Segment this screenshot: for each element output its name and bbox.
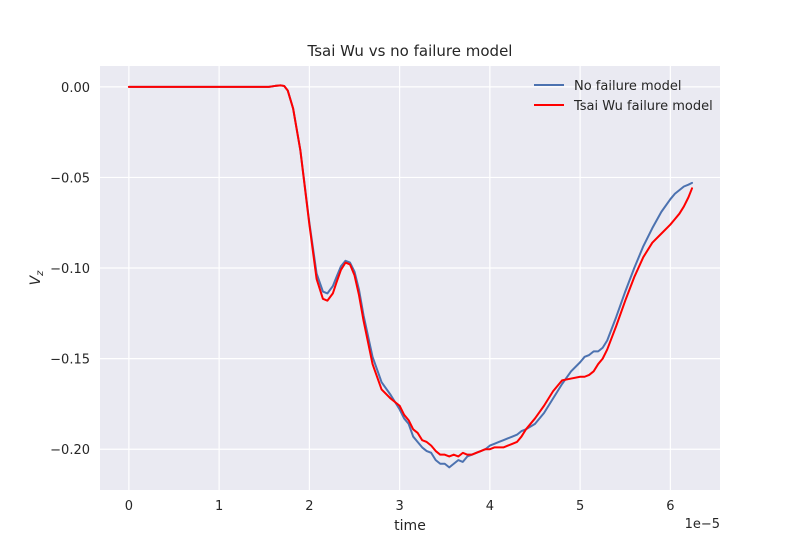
y-axis-label-subscript: z [35,270,46,277]
legend: No failure model Tsai Wu failure model [534,79,713,114]
y-axis-label: Vz [28,270,46,286]
series-line-tsai-wu [127,84,694,458]
y-tick-label: −0.05 [50,171,90,186]
series-layer [127,84,694,469]
x-tick-label: 3 [395,499,403,514]
y-tick-label: −0.20 [50,443,90,458]
plot-area [100,66,720,490]
x-axis-offset-label: 1e−5 [685,517,720,532]
x-tick-label: 6 [666,499,674,514]
x-tick-label: 1 [215,499,223,514]
x-axis-label: time [394,518,426,534]
legend-entry-label: No failure model [574,79,682,94]
x-tick-label: 5 [576,499,584,514]
y-tick-label: 0.00 [61,81,90,96]
x-tick-label: 0 [125,499,133,514]
tick-labels: 0 1 2 3 4 5 6 0.00 −0.05 −0.10 −0.15 −0.20 [50,81,674,514]
x-tick-label: 4 [486,499,494,514]
x-tick-label: 2 [305,499,313,514]
series-line-no-failure [127,84,694,469]
y-tick-label: −0.10 [50,262,90,277]
y-axis-label-base: V [28,274,44,285]
y-tick-label: −0.15 [50,353,90,368]
legend-entry-label: Tsai Wu failure model [573,99,713,114]
chart-title: Tsai Wu vs no failure model [307,42,513,60]
